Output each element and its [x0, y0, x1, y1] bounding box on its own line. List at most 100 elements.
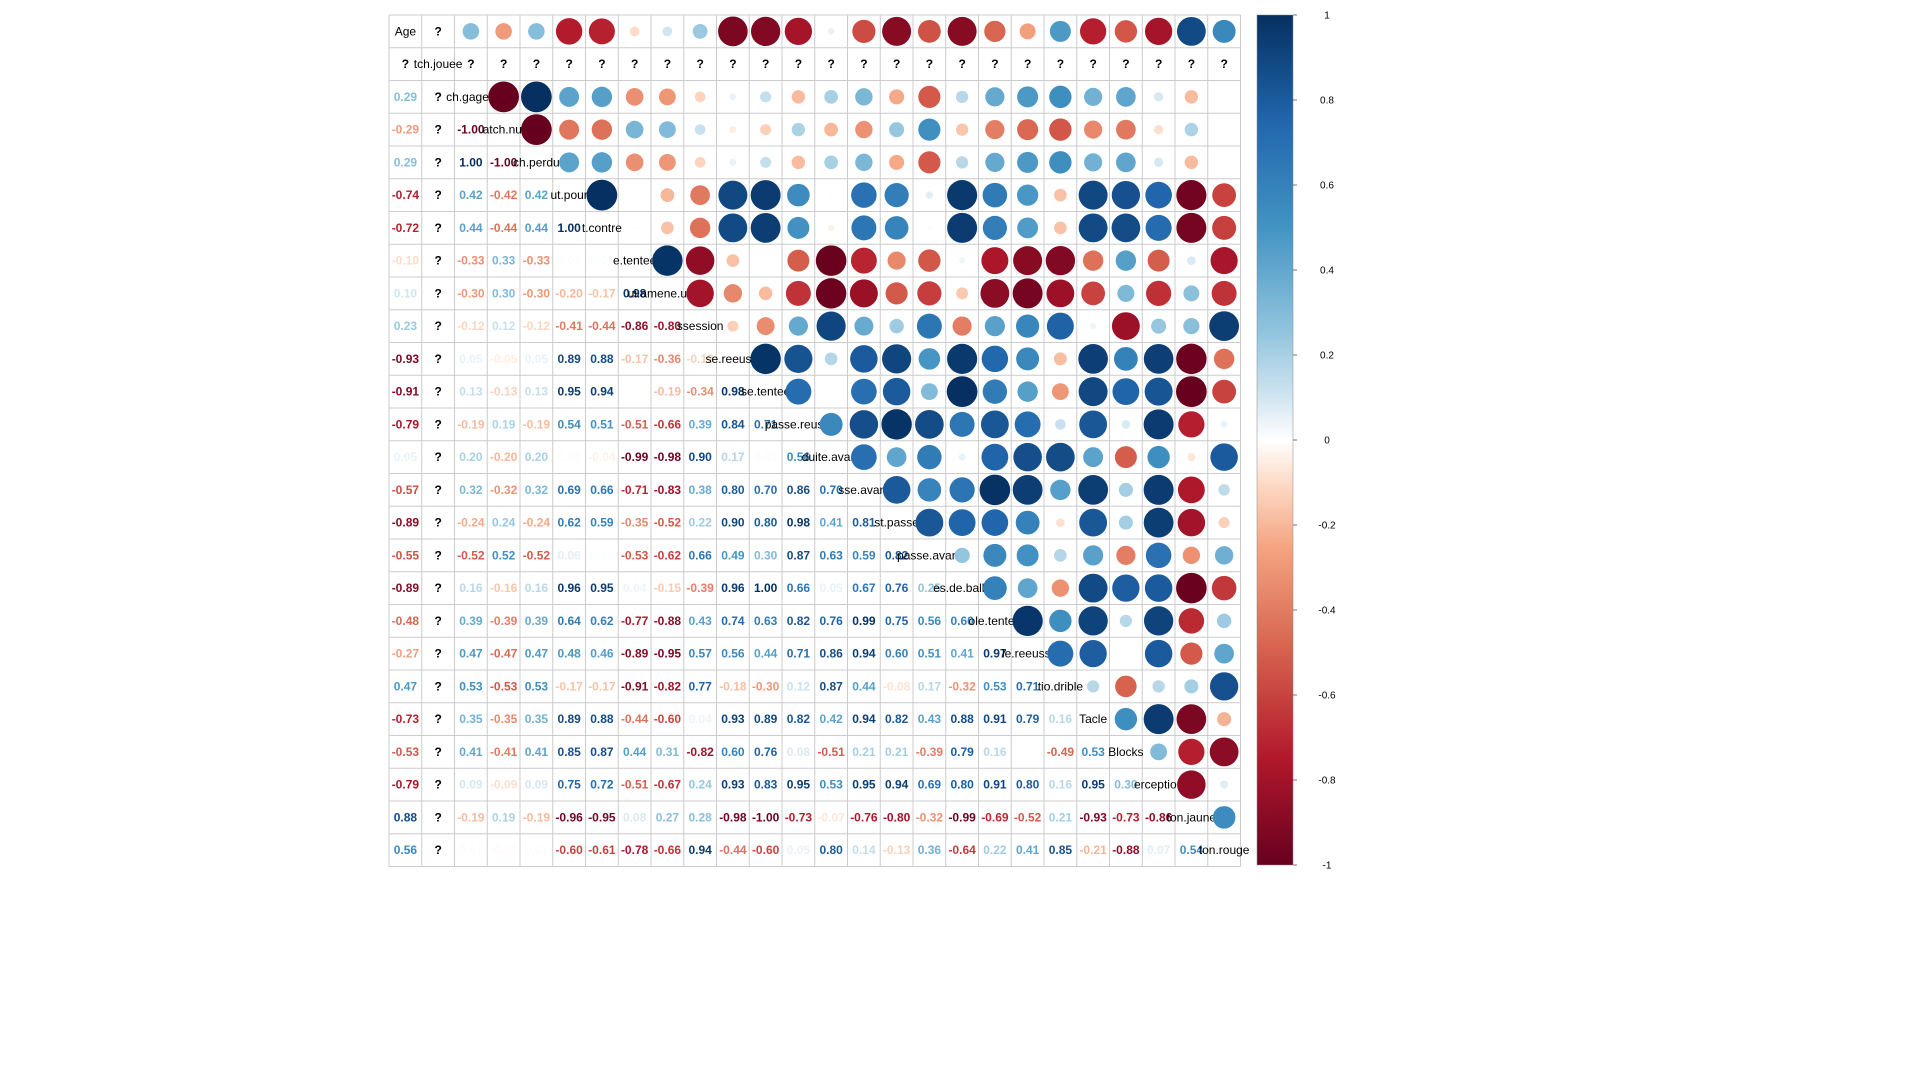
cell-value: 0.53 — [819, 778, 843, 792]
cell-value: -0.19 — [457, 810, 485, 824]
cell-circle — [1145, 181, 1172, 209]
cell-circle — [1217, 712, 1232, 727]
cell-circle — [750, 180, 781, 211]
cell-value: 0.39 — [688, 417, 712, 431]
cell-circle — [1016, 184, 1039, 206]
cell-circle — [690, 185, 710, 205]
cell-circle — [729, 158, 737, 166]
cell-circle — [981, 509, 1009, 536]
cell-value: -0.83 — [654, 483, 682, 497]
cell-missing: ? — [696, 57, 703, 71]
cell-value: -0.32 — [948, 679, 976, 693]
cell-circle — [1143, 704, 1174, 735]
cell-value: 1.00 — [754, 581, 778, 595]
cell-circle — [948, 509, 976, 537]
cell-value: 0.95 — [590, 581, 614, 595]
cell-value: 0.75 — [557, 778, 581, 792]
cell-circle — [1222, 160, 1226, 164]
cell-value: 0.16 — [1049, 778, 1073, 792]
cell-value: -0.39 — [686, 581, 714, 595]
cell-circle — [1053, 352, 1067, 366]
cell-value: 0.41 — [459, 745, 483, 759]
cell-value: 0.71 — [754, 417, 778, 431]
cell-circle — [555, 18, 583, 45]
cell-value: 0.80 — [754, 516, 778, 530]
diagonal-label: ut.pour — [550, 188, 587, 202]
cell-circle — [917, 19, 941, 43]
cell-value: 0.43 — [918, 712, 942, 726]
cell-circle — [981, 443, 1009, 471]
cell-value: 0.94 — [590, 385, 614, 399]
cell-value: -0.17 — [588, 679, 616, 693]
cell-value: -0.98 — [654, 450, 682, 464]
cell-circle — [1125, 653, 1127, 655]
cell-circle — [1114, 707, 1138, 731]
cell-circle — [1121, 420, 1131, 429]
cell-missing: ? — [434, 385, 441, 399]
cell-value: 0.39 — [459, 614, 483, 628]
cell-circle — [925, 191, 934, 199]
cell-value: 0.71 — [787, 647, 811, 661]
cell-value: 0.75 — [885, 614, 909, 628]
cell-circle — [887, 251, 906, 270]
cell-missing: ? — [434, 483, 441, 497]
diagonal-label: ton.jaune — [1167, 810, 1217, 824]
cell-circle — [726, 254, 740, 267]
cell-missing: ? — [762, 57, 769, 71]
cell-value: 0.30 — [1114, 778, 1138, 792]
cell-value: 0.67 — [852, 581, 876, 595]
cell-value: 0.16 — [983, 745, 1007, 759]
cell-circle — [784, 344, 813, 373]
cell-circle — [1017, 217, 1039, 239]
diagonal-label: tch.jouee — [414, 57, 463, 71]
cell-value: -0.39 — [490, 614, 518, 628]
cell-circle — [1176, 16, 1206, 46]
cell-circle — [1144, 574, 1173, 602]
cell-value: 0.04 — [623, 581, 647, 595]
cell-value: 0.82 — [787, 712, 811, 726]
cell-value: 0.64 — [557, 614, 581, 628]
cell-value: 0.94 — [852, 712, 876, 726]
cell-circle — [1019, 23, 1036, 40]
cell-missing: ? — [958, 57, 965, 71]
cell-circle — [882, 476, 911, 504]
cell-value: -0.69 — [981, 810, 1009, 824]
cell-circle — [694, 124, 706, 135]
cell-circle — [985, 152, 1005, 172]
cell-value: 0.63 — [819, 548, 843, 562]
cell-value: 0.66 — [787, 581, 811, 595]
cell-circle — [1049, 609, 1072, 633]
cell-value: 0.29 — [394, 155, 418, 169]
colorbar-tick-label: 0 — [1324, 436, 1330, 447]
cell-circle — [849, 410, 879, 439]
cell-value: 0.69 — [557, 483, 581, 497]
cell-value: 0.89 — [754, 712, 778, 726]
cell-missing: ? — [860, 57, 867, 71]
cell-missing: ? — [434, 614, 441, 628]
cell-value: 0.70 — [754, 483, 778, 497]
colorbar-tick-label: 1 — [1324, 11, 1330, 22]
cell-circle — [1079, 18, 1107, 45]
cell-value: -0.96 — [555, 810, 583, 824]
cell-value: 0.95 — [852, 778, 876, 792]
diagonal-label: t.contre — [582, 221, 622, 235]
cell-circle — [1183, 317, 1200, 335]
cell-value: 0.16 — [1049, 712, 1073, 726]
cell-circle — [1078, 474, 1109, 505]
cell-circle — [1144, 639, 1173, 668]
cell-value: 0.90 — [688, 450, 712, 464]
cell-value: -0.82 — [686, 745, 714, 759]
cell-circle — [855, 120, 873, 139]
cell-value: -0.18 — [719, 679, 747, 693]
cell-value: 0.60 — [721, 745, 745, 759]
cell-value: -0.32 — [490, 483, 518, 497]
cell-circle — [1016, 347, 1040, 371]
cell-value: 0.59 — [590, 516, 614, 530]
cell-circle — [1212, 215, 1237, 240]
cell-circle — [980, 278, 1010, 308]
cell-missing: ? — [467, 57, 474, 71]
cell-value: -0.42 — [490, 188, 518, 202]
cell-circle — [1210, 443, 1238, 471]
cell-value: -0.53 — [490, 679, 518, 693]
cell-circle — [1177, 770, 1206, 799]
